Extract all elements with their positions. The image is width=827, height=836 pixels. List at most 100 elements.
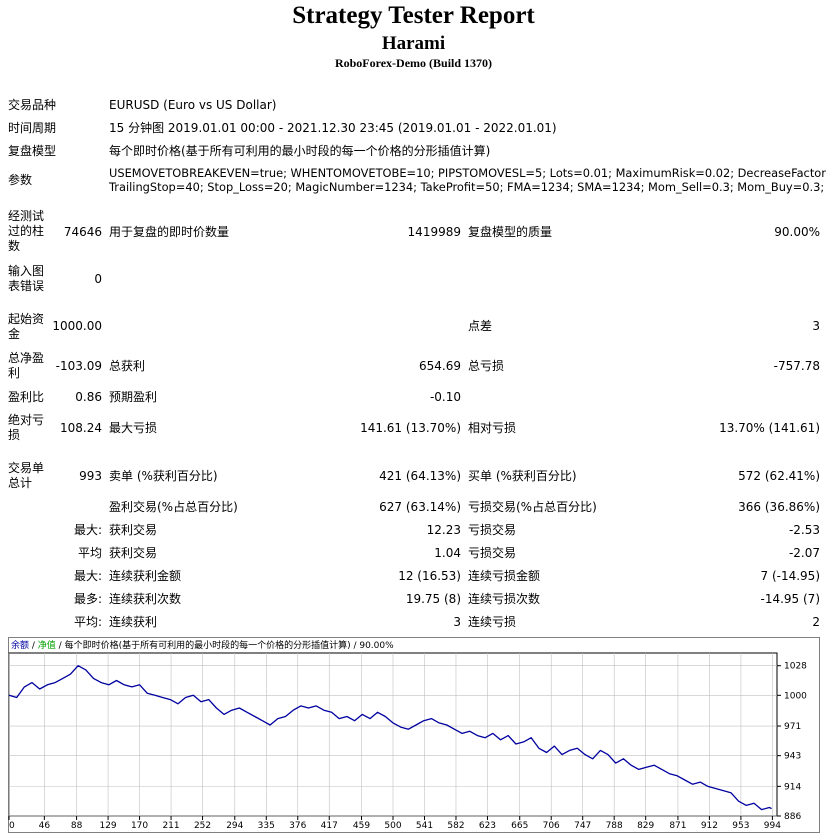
x-tick-label: 0 (9, 821, 15, 831)
abs-drawdown-label: 绝对亏损 (8, 413, 45, 442)
largest-loss-label: 亏损交易 (468, 523, 517, 537)
mismatch-value: 0 (94, 272, 102, 286)
avg-profit-label: 获利交易 (109, 546, 158, 560)
y-tick-label: 971 (784, 722, 801, 732)
legend-quality: 90.00% (359, 641, 394, 651)
bars-label: 经测试过的柱数 (8, 209, 45, 253)
legend-balance: 余额 (11, 639, 29, 651)
short-trades-label: 卖单 (%获利百分比) (109, 469, 218, 483)
balance-chart-svg: 0 46 88 129 170 211 252 294 335 376 417 459 500 541 58… (8, 637, 820, 833)
rel-drawdown-label: 相对亏损 (468, 421, 517, 435)
most-consec-prefix: 最多: (73, 592, 102, 606)
profit-factor-value: 0.86 (75, 390, 102, 404)
y-tick-label: 1028 (784, 662, 807, 672)
chart-legend: 余额 / 净值 / 每个即时价格(基于所有可利用的最小时段的每一个价格的分形插值… (11, 639, 394, 651)
x-tick-label: 46 (39, 821, 51, 831)
y-tick-label: 914 (784, 782, 801, 792)
period-value: 15 分钟图 2019.01.01 00:00 - 2021.12.30 23:… (109, 121, 557, 135)
consec-wins-amt-value: 12 (16.53) (398, 569, 461, 583)
gross-loss-value: -757.78 (773, 359, 820, 373)
rel-drawdown-value: 13.70% (141.61) (719, 421, 820, 435)
quality-label: 复盘模型的质量 (468, 225, 553, 239)
params-line1: USEMOVETOBREAKEVEN=true; WHENTOMOVETOBE=… (109, 166, 827, 180)
x-tick-label: 88 (71, 821, 83, 831)
x-tick-label: 953 (732, 821, 749, 831)
report-title: Strategy Tester Report (292, 2, 535, 29)
ticks-value: 1419989 (407, 225, 461, 239)
x-tick-label: 912 (701, 821, 718, 831)
abs-drawdown-value: 108.24 (60, 421, 102, 435)
x-tick-label: 459 (353, 821, 370, 831)
model-value: 每个即时价格(基于所有可利用的最小时段的每一个价格的分形插值计算) (109, 144, 491, 158)
consec-loss-label: 连续亏损次数 (468, 592, 541, 606)
largest-profit-value: 12.23 (426, 523, 461, 537)
x-tick-label: 871 (669, 821, 686, 831)
x-tick-label: 747 (574, 821, 591, 831)
params-line2: TrailingStop=40; Stop_Loss=20; MagicNumb… (109, 180, 825, 194)
gross-profit-value: 654.69 (419, 359, 461, 373)
x-tick-label: 211 (162, 821, 179, 831)
quality-value: 90.00% (774, 225, 820, 239)
x-tick-label: 294 (226, 821, 243, 831)
consec-loss-amt-value: 7 (-14.95) (760, 569, 821, 583)
net-profit-label: 总净盈利 (8, 351, 45, 380)
avg-consec-losses-value: 2 (812, 615, 820, 629)
avg-profit-value: 1.04 (434, 546, 461, 560)
x-tick-label: 417 (321, 821, 338, 831)
avg-consec-wins-value: 3 (453, 615, 461, 629)
legend-separator: / (29, 641, 38, 651)
largest-loss-value: -2.53 (788, 523, 820, 537)
x-tick-label: 170 (131, 821, 148, 831)
largest-profit-label: 获利交易 (109, 523, 158, 537)
avg-consec-wins-label: 连续获利 (109, 615, 158, 629)
avg-loss-value: -2.07 (788, 546, 820, 560)
legend-model: 每个即时价格(基于所有可利用的最小时段的每一个价格的分形插值计算) (65, 639, 351, 651)
tick-layer: 0 46 88 129 170 211 252 294 335 376 417 459 500 541 58… (8, 662, 807, 831)
avg-loss-label: 亏损交易 (468, 546, 517, 560)
symbol-value: EURUSD (Euro vs US Dollar) (109, 98, 277, 112)
total-trades-label: 交易单总计 (8, 461, 45, 490)
long-trades-value: 572 (62.41%) (738, 469, 820, 483)
line-layer (8, 665, 772, 811)
gross-profit-label: 总获利 (109, 359, 146, 373)
mismatch-label: 输入图表错误 (8, 264, 45, 293)
y-tick-label: 943 (784, 752, 801, 762)
loss-trades-value: 366 (36.86%) (738, 500, 820, 514)
params-label: 参数 (8, 173, 33, 187)
x-tick-label: 541 (416, 821, 433, 831)
max-drawdown-value: 141.61 (13.70%) (360, 421, 461, 435)
y-tick-label: 1000 (784, 691, 807, 701)
profit-trades-value: 627 (63.14%) (379, 500, 461, 514)
max-drawdown-label: 最大亏损 (109, 421, 158, 435)
avg-consec-prefix: 平均: (73, 615, 102, 629)
x-tick-label: 665 (511, 821, 528, 831)
balance-chart: 0 46 88 129 170 211 252 294 335 376 417 459 500 541 58… (8, 637, 820, 833)
long-trades-label: 买单 (%获利百分比) (468, 469, 577, 483)
loss-trades-label: 亏损交易(%占总百分比) (468, 500, 597, 514)
grid-layer (8, 653, 777, 817)
ticks-label: 用于复盘的即时价数量 (109, 225, 230, 239)
max-consec-prefix: 最大: (73, 569, 102, 583)
x-tick-label: 500 (384, 821, 401, 831)
x-tick-label: 706 (543, 821, 560, 831)
x-tick-label: 623 (479, 821, 496, 831)
consec-loss-value: -14.95 (7) (760, 592, 821, 606)
consec-wins-amt-label: 连续获利金额 (109, 569, 182, 583)
payoff-value: -0.10 (429, 390, 461, 404)
net-profit-value: -103.09 (55, 359, 102, 373)
gross-loss-label: 总亏损 (468, 359, 505, 373)
x-tick-label: 376 (289, 821, 306, 831)
legend-separator: / (351, 641, 360, 651)
consec-loss-amt-label: 连续亏损金额 (468, 569, 541, 583)
x-tick-label: 582 (447, 821, 464, 831)
x-tick-label: 252 (194, 821, 211, 831)
consec-profit-value: 19.75 (8) (405, 592, 461, 606)
short-trades-value: 421 (64.13%) (379, 469, 461, 483)
avg-consec-losses-label: 连续亏损 (468, 615, 517, 629)
server-name: RoboForex-Demo (Build 1370) (334, 56, 493, 70)
x-tick-label: 788 (606, 821, 623, 831)
deposit-value: 1000.00 (52, 319, 102, 333)
deposit-label: 起始资金 (8, 312, 45, 341)
x-tick-label: 829 (637, 821, 654, 831)
total-trades-value: 993 (79, 469, 102, 483)
